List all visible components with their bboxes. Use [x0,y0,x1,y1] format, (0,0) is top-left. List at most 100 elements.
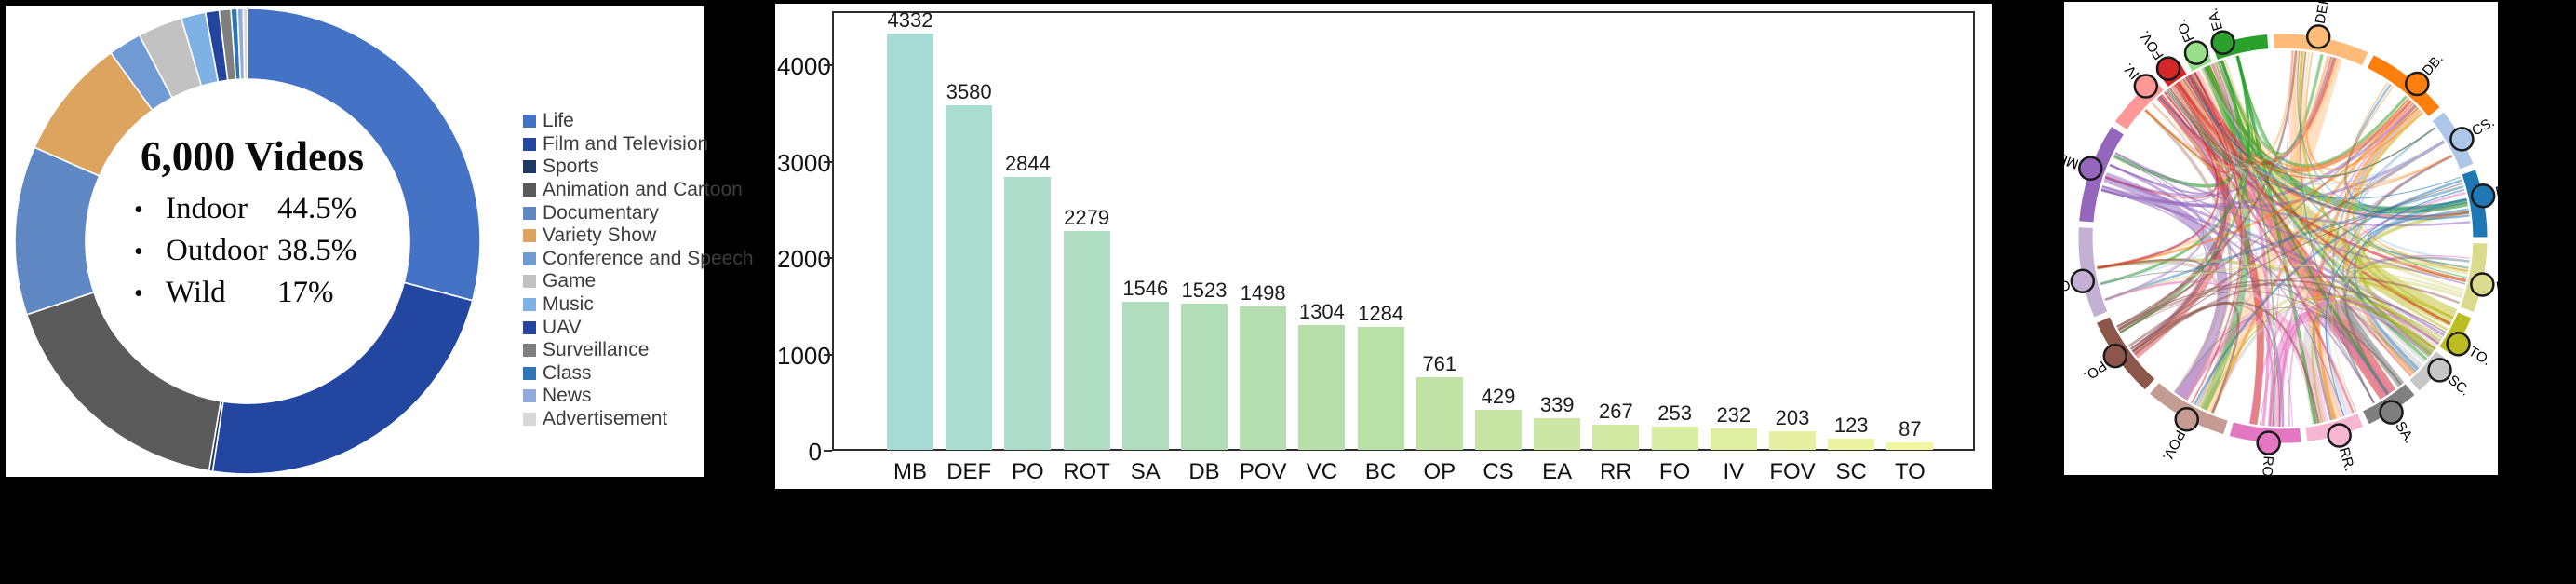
bullet-glyph: • [134,238,143,266]
chord-ribbon [2303,51,2466,282]
chord-ribbon [2184,317,2274,427]
legend-label: Surveillance [543,339,650,361]
chord-node-op [2070,268,2096,293]
bar-value-label: 1498 [1240,280,1286,305]
legend-label: Music [543,293,594,316]
legend-swatch [523,344,536,358]
bullet-glyph: • [134,196,143,224]
annotation-value: 17% [277,276,334,309]
legend-item: Class [523,362,754,386]
legend-swatch [523,115,536,129]
donut-segment-documentary [14,146,101,316]
x-tick-label: BC [1364,459,1397,484]
chord-node-pov [2174,406,2199,432]
bullet-glyph: • [134,279,143,308]
chord-ribbon [2315,103,2418,420]
x-tick-label: SA [1130,459,1161,484]
bar-cs [1475,409,1522,450]
chord-ribbon [2109,95,2218,195]
chord-ribbon [2282,320,2357,428]
bar-iv [1710,428,1757,450]
legend-item: News [523,385,754,408]
chord-ribbon [2359,127,2468,214]
legend-label: Conference and Speech [543,247,754,269]
annotation-row: • Wild 17% [134,276,363,318]
legend-item: Music [523,293,754,317]
chord-ribbon [2131,275,2461,353]
bar-sa [1121,301,1169,450]
chord-ribbon [2104,56,2333,197]
chord-node-ea [2210,30,2235,55]
chord-ribbon [2114,152,2471,227]
chord-ribbon [2343,86,2452,190]
chord-ribbon [2100,141,2445,285]
y-tick-mark [824,450,832,452]
x-tick-label: ROT [1063,459,1110,484]
y-tick-label: 4000 [777,52,831,80]
bar-rot [1063,231,1110,450]
legend-swatch [523,389,536,403]
bar-value-label: 1546 [1122,276,1169,300]
chord-ribbon [2236,55,2467,278]
legend-item: Sports [523,156,754,179]
chord-ribbon [2104,184,2464,302]
chord-ribbon [2101,140,2445,209]
y-tick-mark [824,160,832,163]
legend-swatch [523,275,536,289]
annotation-value: 38.5% [277,234,357,267]
legend-item: Surveillance [523,339,754,362]
donut-segment-animation-and-cartoon [25,291,222,472]
chord-ribbon [2174,83,2415,173]
bar-def [946,105,993,450]
x-tick-label: IV [1723,459,1745,484]
chord-ribbon [2158,96,2342,418]
legend-item: Film and Television [523,133,754,156]
bar-po [1004,176,1052,450]
annotation-row: • Indoor 44.5% [134,192,363,234]
chord-node-label: IV. [2120,60,2142,82]
bar-value-label: 1304 [1298,300,1345,324]
bar-value-label: 232 [1716,402,1751,427]
chord-ribbon [2193,71,2451,325]
bar-value-label: 267 [1599,400,1633,424]
bar-value-label: 253 [1657,401,1692,425]
chord-ribbon [2191,72,2243,404]
bar-to [1886,441,1934,450]
chord-ribbon [2184,76,2352,415]
bar-fov [1769,430,1816,450]
annotation-label: Outdoor [166,234,268,267]
chord-ribbon [2116,279,2447,333]
chord-node-label: DEF. [2313,2,2333,25]
chord-ribbon [2144,76,2232,173]
chord-ribbon [2174,72,2239,166]
y-tick-mark [824,64,832,66]
chord-node-label: FO. [2173,17,2197,45]
chord-ribbon [2100,270,2402,386]
legend-label: Documentary [543,201,659,224]
chord-ribbon [2220,60,2408,168]
chord-ribbon [2293,50,2412,377]
chord-ribbon [2331,106,2420,404]
chord-ribbon [2117,98,2409,331]
bar-op [1415,377,1463,450]
chord-node-cs [2449,127,2475,152]
chord-ribbon [2223,55,2329,156]
x-tick-label: SC [1835,459,1867,484]
x-tick-label: TO [1894,459,1925,484]
legend-item: Animation and Cartoon [523,179,754,202]
legend-swatch [523,320,536,334]
chord-arc-def [2273,33,2369,67]
chord-ribbon [2339,301,2417,386]
legend-label: Variety Show [543,224,657,247]
legend-item: UAV [523,316,754,339]
chord-node-sa [2379,400,2404,425]
chord-node-label: FOV. [2137,28,2167,62]
y-tick-label: 2000 [777,245,831,273]
donut-center-title: 6,000 Videos [140,133,365,180]
chord-ribbon [2168,55,2254,164]
legend-swatch [523,160,536,174]
chord-ribbon [2206,66,2435,177]
legend-label: Game [543,270,597,292]
legend-swatch [523,137,536,151]
chord-node-label: ROT. [2258,455,2275,475]
